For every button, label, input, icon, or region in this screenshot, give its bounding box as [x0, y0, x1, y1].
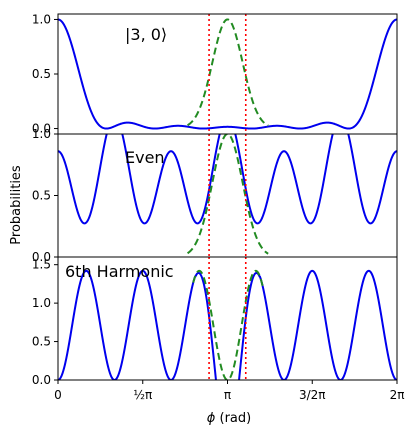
x-tick-label-3: π — [224, 388, 231, 402]
y-tick-label-3-4: 1.5 — [32, 258, 51, 272]
panel-label-2: Even — [125, 148, 165, 167]
x-axis-label-symbol: ϕ — [207, 411, 216, 426]
dashed-curve-2 — [187, 134, 269, 255]
x-tick-label-4: 3/2π — [299, 388, 326, 402]
panel-frame-2 — [57, 133, 398, 258]
x-axis-label: ϕ (rad) — [207, 411, 251, 426]
panel-2: 0.0 0.5 1.0 Even — [32, 127, 398, 264]
panels: 0.0 0.5 1.0 |3, 0⟩ 0.0 0.5 1.0 Even 0.0 0.5 1.0 1.5… — [32, 12, 405, 402]
dashed-curve-1 — [187, 18, 269, 127]
dashed-curve-3 — [192, 269, 264, 380]
x-tick-label-5: 2π — [390, 388, 405, 402]
panel-3: 0.0 0.5 1.0 1.5 6th Harmonic — [32, 256, 398, 387]
panel-1: 0.0 0.5 1.0 |3, 0⟩ — [32, 12, 398, 136]
y-tick-label-1-2: 0.5 — [32, 67, 51, 81]
solid-curve-1 — [58, 18, 397, 130]
y-tick-label-3-2: 0.5 — [32, 335, 51, 349]
y-tick-label-3-1: 0.0 — [32, 373, 51, 387]
solid-curve-2 — [58, 134, 397, 225]
y-tick-label-2-1: 0.0 — [32, 250, 51, 264]
x-tick-label-2: ½π — [133, 388, 152, 402]
y-tick-label-2-3: 1.0 — [32, 127, 51, 141]
y-axis-label: Probabilities — [9, 165, 24, 245]
y-tick-label-1-3: 1.0 — [32, 12, 51, 26]
panel-label-1: |3, 0⟩ — [125, 25, 167, 44]
y-tick-label-1-1: 0.0 — [32, 122, 51, 136]
panel-frame-1 — [57, 13, 398, 135]
panel-label-3: 6th Harmonic — [65, 262, 174, 281]
y-tick-label-2-2: 0.5 — [32, 189, 51, 203]
x-axis-label-unit: (rad) — [220, 411, 252, 426]
x-tick-label-1: 0 — [54, 388, 62, 402]
y-tick-label-3-3: 1.0 — [32, 296, 51, 310]
